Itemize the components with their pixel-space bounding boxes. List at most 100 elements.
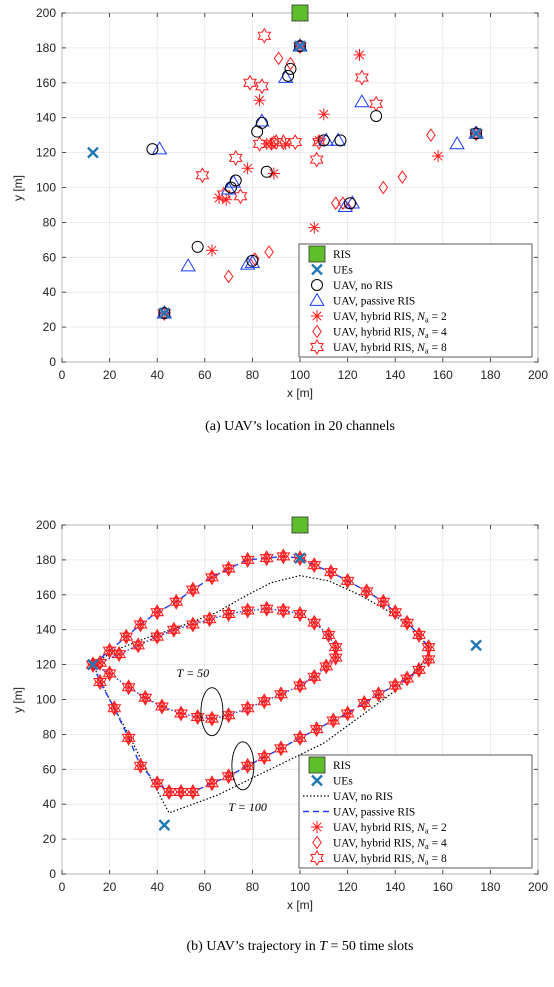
hybrid-na2-point-arm (343, 576, 352, 585)
hybrid-na2-point-arm (136, 761, 145, 770)
hybrid-na8-point (388, 604, 403, 621)
point-asterisk (279, 137, 292, 150)
tick-label-x: 100 (290, 880, 310, 894)
hybrid-na2-point (373, 689, 384, 700)
hybrid-na2-point (95, 677, 106, 688)
hybrid-na2-point (187, 619, 198, 630)
ue-marker (87, 658, 99, 671)
hybrid-na8-point (150, 628, 165, 645)
hybrid-na2-point-arm (153, 632, 162, 641)
ticks-b: 0 20 40 60 80 100 120 140 160 180 200 0 20 40 60 80 100 1… (36, 518, 548, 894)
legend-label: UAV, hybrid RIS, Na = 8 (333, 853, 447, 867)
hybrid-na8-point (166, 621, 181, 638)
tick-label-y: 40 (43, 285, 57, 299)
hybrid-na8-point (276, 548, 291, 565)
hybrid-na2-point (325, 567, 336, 578)
hybrid-na2-point-arm (193, 713, 202, 721)
point-asterisk-arm (269, 168, 279, 179)
tick-label-y: 160 (36, 76, 56, 90)
point-circle (470, 127, 483, 140)
hybrid-na2-point-arm (262, 554, 271, 563)
point-circle (317, 134, 330, 147)
hybrid-na2-point-arm (360, 699, 369, 707)
point-diamond (264, 245, 274, 259)
tick-label-x: 200 (528, 880, 548, 894)
point-triangle (337, 198, 353, 213)
point-triangle (156, 305, 173, 319)
hybrid-na2-point-arm (124, 734, 133, 742)
hybrid-na2-point (176, 786, 186, 797)
hybrid-na8-point (221, 768, 236, 785)
hybrid-na2-point-arm (177, 709, 185, 718)
hybrid-na8-point (155, 698, 169, 715)
point-asterisk (253, 94, 266, 107)
point-asterisk (213, 191, 226, 204)
hybrid-na2-point-arm (312, 725, 321, 734)
point-hexagram (269, 134, 284, 151)
point-asterisk-arm (281, 139, 291, 149)
hybrid-na2-point (242, 554, 253, 565)
point-x-stroke2 (158, 307, 171, 319)
hybrid-na8-point (107, 700, 122, 717)
ellipse-t100 (231, 741, 255, 791)
hybrid-na2-point (223, 608, 234, 619)
legend-marker-asterisk-arm (312, 311, 322, 321)
point-circle (224, 181, 237, 194)
point-asterisk (313, 134, 326, 147)
hybrid-na8-point (293, 606, 307, 622)
hybrid-na2-point-arm (141, 693, 150, 702)
point-hexagram (157, 305, 172, 322)
hybrid-na2-point-arm (310, 561, 319, 570)
hybrid-na2-point (242, 703, 253, 714)
hybrid-na2-point-arm (391, 608, 400, 617)
hybrid-na2-point-arm (208, 714, 216, 723)
hybrid-na8-point (293, 677, 307, 694)
point-diamond (273, 51, 284, 66)
point-square (291, 4, 309, 22)
point-circle (246, 254, 259, 267)
tick-label-y: 180 (36, 553, 56, 567)
point-asterisk-arm (354, 50, 365, 60)
hybrid-na2-point (152, 607, 163, 618)
tick-label-y: 20 (43, 832, 57, 846)
hybrid-na8-point (259, 600, 274, 617)
hybrid-na8-point (274, 686, 288, 703)
panel-a-location-chart: 0 20 40 60 80 100 120 140 160 180 200 0 20 40 60 80 100 1… (11, 4, 548, 434)
hybrid-na2-point (295, 732, 305, 743)
hybrid-na2-point (223, 771, 234, 782)
hybrid-na2-point (321, 661, 332, 672)
hybrid-na2-point (390, 680, 401, 691)
hybrid-na8-point (324, 564, 338, 581)
legend-label: UEs (333, 265, 353, 277)
hybrid-na2-point-arm (224, 564, 233, 573)
tick-label-y: 100 (36, 181, 56, 195)
legend-marker-circle (311, 279, 323, 291)
hybrid-na2-point (423, 654, 434, 665)
hybrid-na2-point-arm (260, 697, 269, 706)
hybrid-na2-point-arm (329, 716, 338, 725)
point-asterisk-arm (243, 163, 253, 173)
hybrid-na8-point (259, 550, 274, 567)
point-hexagram (312, 134, 326, 151)
hybrid-na8-point (293, 729, 307, 746)
hybrid-na8-point (340, 572, 355, 589)
hybrid-na2-point-arm (105, 646, 114, 655)
hybrid-na8-point (400, 614, 415, 631)
hybrid-na8-point (307, 668, 322, 685)
hybrid-na2-point (259, 696, 270, 707)
legend-b: RIS UEs UAV, no RIS UAV, passive RIS UAV, hy… (298, 754, 533, 869)
hybrid-na8-point (240, 602, 255, 619)
hybrid-na2-point-arm (322, 662, 331, 671)
point-hexagram (469, 125, 484, 142)
hybrid-na8-point (412, 626, 426, 643)
hybrid-na2-point-arm (243, 556, 252, 564)
legend-marker-asterisk (311, 310, 323, 322)
hybrid-na8-point (150, 775, 165, 792)
marks-a (87, 4, 484, 322)
marks-b (86, 516, 482, 831)
point-circle (334, 134, 347, 147)
point-asterisk-arm (254, 95, 265, 105)
hybrid-na2-point-arm (331, 643, 340, 652)
x-axis-label-b: x [m] (287, 898, 313, 912)
ellipse-t50 (200, 687, 224, 737)
